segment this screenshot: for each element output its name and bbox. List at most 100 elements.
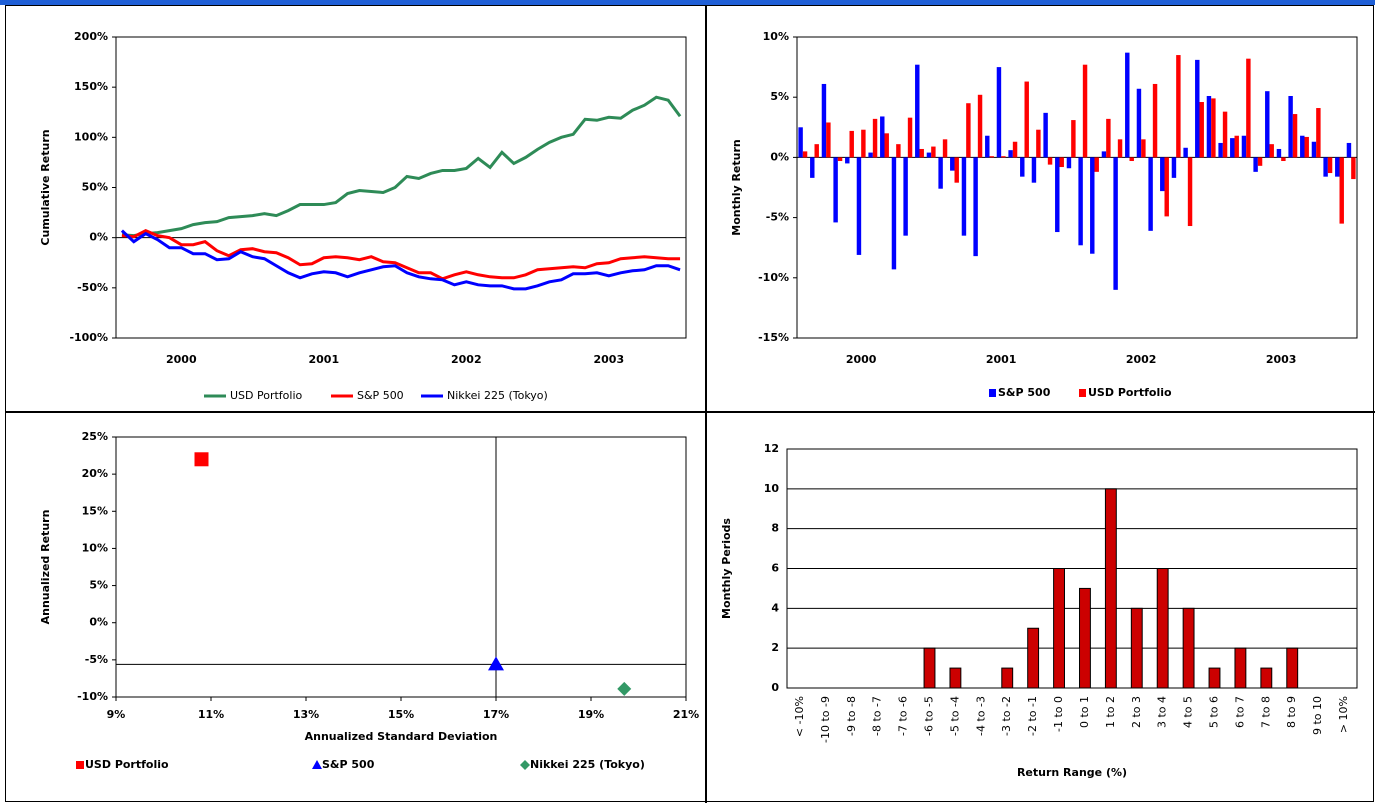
bar [1195, 59, 1200, 158]
bar [1339, 157, 1344, 224]
bar [1253, 157, 1258, 172]
bar [1160, 157, 1165, 192]
x-tick-label: 11% [198, 708, 224, 721]
bar [1055, 157, 1060, 233]
bar [1230, 138, 1235, 158]
bar [973, 157, 978, 257]
x-tick-label: 17% [483, 708, 509, 721]
x-tick-label: 8 to 9 [1285, 696, 1298, 728]
bar [833, 157, 838, 223]
plot-area [796, 36, 1358, 339]
y-axis-title: Annualized Return [39, 510, 52, 625]
x-tick-label: -4 to -3 [974, 696, 987, 736]
y-tick-label: 20% [82, 467, 108, 480]
x-tick-label: 0 to 1 [1078, 696, 1091, 728]
legend-label: S&P 500 [998, 386, 1051, 399]
bar [1288, 95, 1293, 158]
bar [938, 157, 943, 189]
line [121, 95, 682, 238]
bar [1059, 157, 1064, 168]
line [121, 228, 681, 281]
bar [1183, 147, 1188, 158]
bar [1257, 157, 1263, 166]
bar [884, 133, 889, 158]
bar [950, 157, 955, 171]
y-tick-label: 12 [764, 442, 779, 455]
bar [1079, 587, 1091, 689]
legend-label: USD Portfolio [1088, 386, 1172, 399]
y-tick-label: 200% [74, 30, 108, 43]
y-tick-label: -15% [758, 331, 789, 344]
y-tick-label: 10% [763, 30, 789, 43]
legend-label: USD Portfolio [85, 758, 169, 771]
bar [1101, 151, 1107, 158]
point [617, 681, 632, 696]
bar [919, 148, 924, 158]
bar [1171, 157, 1177, 178]
x-axis-title: Annualized Standard Deviation [305, 730, 498, 743]
bar [1024, 81, 1029, 158]
bar [1269, 144, 1274, 158]
bar [966, 103, 971, 158]
x-tick-label: 15% [388, 708, 414, 721]
bar [1234, 647, 1247, 689]
bar [1292, 114, 1298, 158]
legend-swatch [520, 760, 530, 770]
bar [1130, 607, 1143, 689]
bar [1346, 142, 1352, 158]
bar [1281, 157, 1286, 162]
y-tick-label: 50% [82, 181, 108, 194]
bar [1206, 95, 1212, 158]
bar [1047, 157, 1053, 165]
x-tick-label: 9 to 10 [1311, 696, 1324, 735]
bar [1300, 135, 1305, 158]
y-axis-title: Monthly Periods [720, 518, 733, 619]
bar [1066, 157, 1072, 169]
y-tick-label: 5% [770, 90, 789, 103]
bar [1241, 135, 1247, 158]
x-tick-label: > 10% [1337, 696, 1350, 733]
y-tick-label: 10% [82, 541, 108, 554]
y-tick-label: -100% [69, 331, 108, 344]
legend-swatch [1079, 389, 1086, 397]
bar [1094, 157, 1099, 172]
bar [826, 122, 831, 158]
legend-swatch [76, 761, 84, 769]
bar [1211, 98, 1216, 158]
x-tick-label: -6 to -5 [923, 696, 936, 736]
x-tick-label: 1 to 2 [1104, 696, 1117, 728]
bar [923, 647, 936, 689]
bar [961, 157, 967, 236]
bar [849, 130, 854, 158]
x-tick-label: 2001 [309, 353, 340, 366]
bar [814, 144, 819, 158]
bar [1286, 647, 1299, 689]
x-tick-label: 6 to 7 [1233, 696, 1246, 728]
bar [891, 157, 897, 270]
x-tick-label: 19% [578, 708, 604, 721]
x-tick-label: 2003 [1266, 353, 1297, 366]
bar [1246, 58, 1251, 158]
bar [1082, 64, 1088, 158]
bar [954, 157, 959, 183]
bar [802, 151, 808, 158]
bar [1311, 141, 1317, 158]
bar [1027, 627, 1040, 689]
bar [1327, 157, 1333, 174]
x-tick-label: 7 to 8 [1259, 696, 1272, 728]
legend-swatch [312, 760, 322, 769]
x-tick-label: -10 to -9 [819, 696, 832, 743]
bar [1316, 108, 1321, 158]
x-tick-label: -1 to 0 [1052, 696, 1065, 732]
bar [996, 67, 1002, 158]
legend-label: Nikkei 225 (Tokyo) [447, 389, 548, 402]
y-tick-label: 0% [89, 231, 108, 244]
bar [1164, 157, 1169, 217]
bar [1156, 568, 1169, 689]
bar [989, 156, 994, 158]
x-tick-label: -3 to -2 [1000, 696, 1013, 736]
bar [907, 117, 913, 158]
x-tick-label: 3 to 4 [1156, 696, 1169, 728]
bar [798, 127, 803, 158]
bar [1148, 157, 1153, 231]
